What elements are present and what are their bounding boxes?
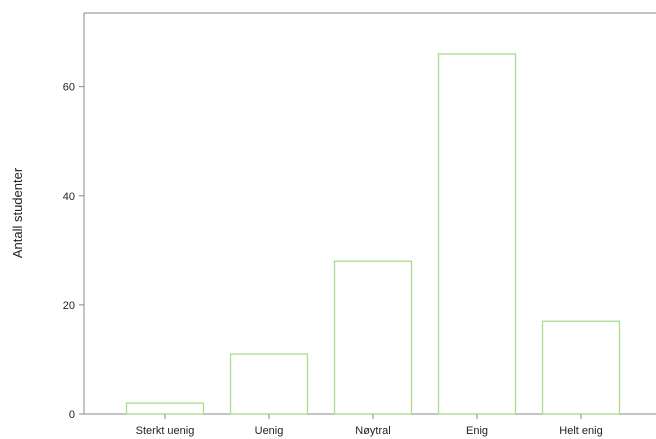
y-axis-ticks: 0 20 40 60 <box>63 82 84 421</box>
y-tick-label: 20 <box>63 300 75 312</box>
bar-nøytral <box>333 260 413 415</box>
bar-sterkt-uenig <box>125 402 205 415</box>
y-axis-title: Antall studenter <box>10 167 25 258</box>
x-tick-label: Sterkt uenig <box>136 425 195 437</box>
x-tick-label: Nøytral <box>355 425 390 437</box>
x-tick-label: Helt enig <box>559 425 602 437</box>
bars <box>125 53 621 415</box>
y-tick-label: 40 <box>63 191 75 203</box>
x-tick-label: Enig <box>466 425 488 437</box>
x-axis-ticks: Sterkt uenig Uenig Nøytral Enig Helt enig <box>136 414 603 437</box>
x-tick-label: Uenig <box>255 425 284 437</box>
bar-helt-enig <box>541 320 621 415</box>
y-tick-label: 0 <box>69 409 75 421</box>
bar-uenig <box>229 353 309 415</box>
y-tick-label: 60 <box>63 82 75 94</box>
bar-enig <box>437 53 517 415</box>
